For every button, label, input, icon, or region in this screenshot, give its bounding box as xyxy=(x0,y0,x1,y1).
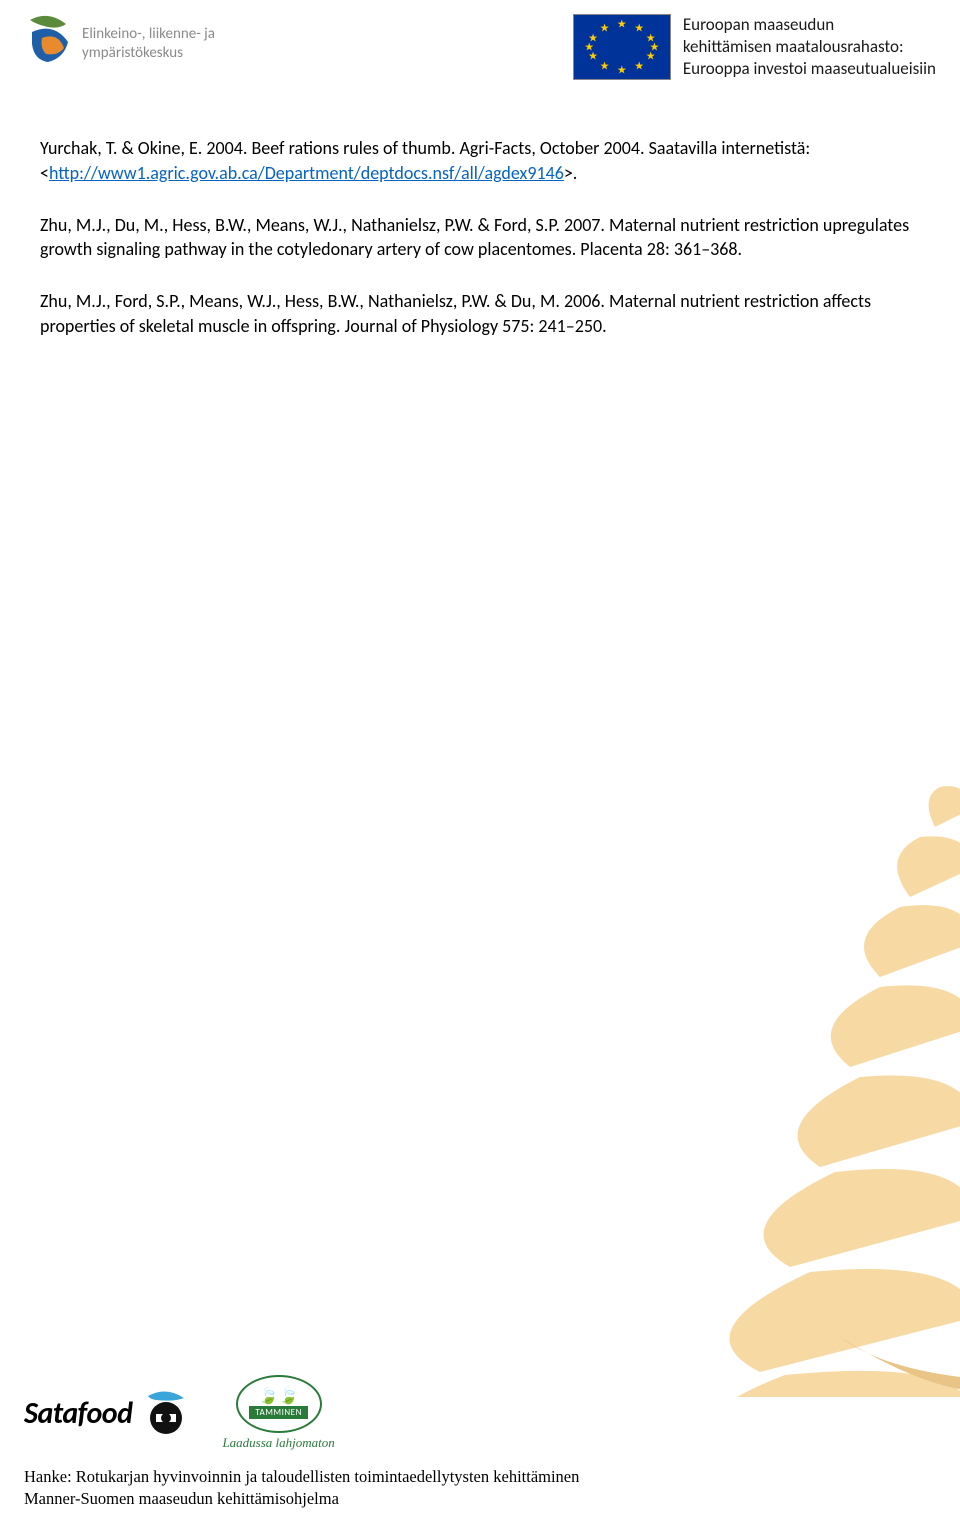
ref2-text: Zhu, M.J., Du, M., Hess, B.W., Means, W.… xyxy=(40,214,909,260)
tamminen-slogan: Laadussa lahjomaton xyxy=(222,1435,334,1451)
footer-logos: Satafood 🍃🍃 TAMMINEN Laadussa lahjomaton xyxy=(24,1375,335,1451)
tamminen-logo: 🍃🍃 TAMMINEN Laadussa lahjomaton xyxy=(222,1375,334,1451)
satafood-text: Satafood xyxy=(24,1395,132,1432)
ref1-post: >. xyxy=(564,162,578,184)
eu-line3: Eurooppa investoi maaseutualueisiin xyxy=(683,58,936,80)
tamminen-badge-icon: 🍃🍃 TAMMINEN xyxy=(236,1375,322,1433)
satafood-logo: Satafood xyxy=(24,1390,194,1436)
page-header: Elinkeino-, liikenne- ja ympäristökeskus… xyxy=(0,0,960,80)
field-illustration-icon xyxy=(580,777,960,1397)
reference-1: Yurchak, T. & Okine, E. 2004. Beef ratio… xyxy=(40,136,920,185)
ref3-text: Zhu, M.J., Ford, S.P., Means, W.J., Hess… xyxy=(40,290,871,336)
eu-line1: Euroopan maaseudun xyxy=(683,14,936,36)
eu-logo-text: Euroopan maaseudun kehittämisen maatalou… xyxy=(683,14,936,80)
eu-line2: kehittämisen maatalousrahasto: xyxy=(683,36,936,58)
ely-logo-block: Elinkeino-, liikenne- ja ympäristökeskus xyxy=(24,14,215,74)
ely-logo-icon xyxy=(24,14,72,74)
ref1-link[interactable]: http://www1.agric.gov.ab.ca/Department/d… xyxy=(49,162,564,184)
footer-text: Hanke: Rotukarjan hyvinvoinnin ja taloud… xyxy=(24,1466,579,1509)
satafood-icon xyxy=(138,1390,194,1436)
eu-logo-block: ★ ★ ★ ★ ★ ★ ★ ★ ★ ★ ★ ★ Euroopan maaseud… xyxy=(573,14,936,80)
reference-2: Zhu, M.J., Du, M., Hess, B.W., Means, W.… xyxy=(40,213,920,262)
tamminen-name: TAMMINEN xyxy=(249,1406,308,1419)
ely-line2: ympäristökeskus xyxy=(82,44,215,63)
footer-line2: Manner-Suomen maaseudun kehittämisohjelm… xyxy=(24,1488,579,1509)
oak-leaves-icon: 🍃🍃 xyxy=(259,1389,299,1405)
eu-flag-icon: ★ ★ ★ ★ ★ ★ ★ ★ ★ ★ ★ ★ xyxy=(573,14,671,80)
footer-line1: Hanke: Rotukarjan hyvinvoinnin ja taloud… xyxy=(24,1466,579,1487)
reference-3: Zhu, M.J., Ford, S.P., Means, W.J., Hess… xyxy=(40,289,920,338)
ely-logo-text: Elinkeino-, liikenne- ja ympäristökeskus xyxy=(82,25,215,63)
ely-line1: Elinkeino-, liikenne- ja xyxy=(82,25,215,44)
references-section: Yurchak, T. & Okine, E. 2004. Beef ratio… xyxy=(0,80,960,338)
